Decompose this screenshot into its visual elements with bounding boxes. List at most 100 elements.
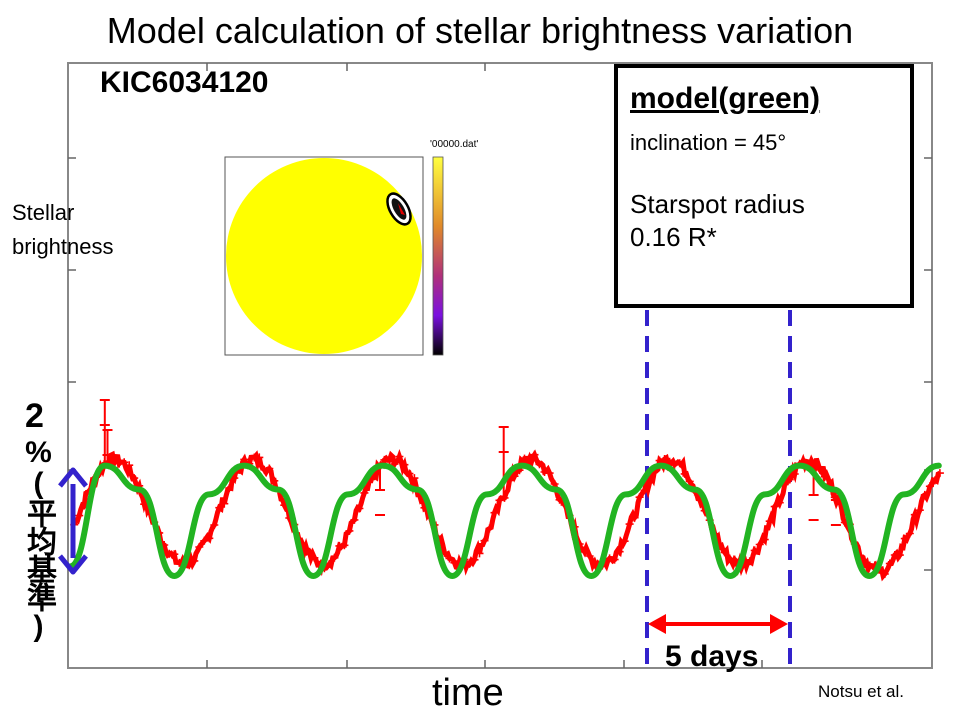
x-axis-ticks bbox=[206, 63, 763, 668]
observed-point bbox=[360, 488, 369, 497]
plot-frame bbox=[67, 62, 933, 669]
observed-point bbox=[195, 543, 204, 551]
observed-point bbox=[325, 559, 334, 568]
model-spot-label: Starspot radius bbox=[630, 189, 805, 219]
observed-point bbox=[465, 559, 474, 568]
observed-point bbox=[775, 498, 784, 507]
observed-point bbox=[915, 506, 924, 515]
observed-point bbox=[785, 475, 794, 484]
observed-point bbox=[790, 470, 799, 478]
observed-point bbox=[120, 458, 129, 467]
observed-point bbox=[720, 548, 729, 557]
observed-point bbox=[495, 496, 504, 505]
observed-point bbox=[525, 454, 534, 463]
observed-point bbox=[210, 521, 219, 529]
observed-point bbox=[115, 459, 124, 468]
observed-point bbox=[345, 526, 354, 535]
model-inclination: inclination = 45° bbox=[630, 130, 787, 155]
observed-point bbox=[395, 452, 404, 461]
inset-file-label: '00000.dat' bbox=[430, 139, 479, 150]
observed-point bbox=[400, 460, 409, 469]
observed-point bbox=[730, 555, 739, 564]
flare-spike bbox=[830, 492, 841, 526]
page-title: Model calculation of stellar brightness … bbox=[106, 10, 854, 51]
observed-point bbox=[645, 478, 654, 487]
observed-point bbox=[485, 524, 494, 533]
observed-point bbox=[305, 547, 314, 556]
observed-point bbox=[635, 493, 644, 502]
observed-point bbox=[355, 504, 364, 513]
observed-point bbox=[935, 469, 944, 478]
observed-point bbox=[445, 554, 454, 563]
model-legend-box: model(green) inclination = 45° Starspot … bbox=[614, 64, 914, 308]
observed-point bbox=[385, 456, 394, 465]
observed-point bbox=[190, 556, 199, 565]
credit: Notsu et al. bbox=[818, 682, 904, 701]
observed-point bbox=[615, 547, 624, 556]
observed-point bbox=[225, 484, 234, 493]
observed-point bbox=[535, 460, 544, 469]
observed-point bbox=[640, 486, 649, 495]
observed-point bbox=[670, 460, 679, 469]
observed-point bbox=[820, 472, 829, 481]
observed-point bbox=[410, 474, 419, 483]
period-label: 5 days bbox=[665, 640, 759, 673]
observed-point bbox=[510, 472, 519, 481]
series-line-model bbox=[67, 462, 942, 579]
observed-point bbox=[910, 510, 919, 519]
observed-point bbox=[330, 553, 339, 562]
observed-point bbox=[450, 558, 459, 567]
observed-point bbox=[310, 553, 319, 562]
flare-spike bbox=[102, 429, 113, 462]
observed-point bbox=[885, 559, 894, 568]
observed-point bbox=[725, 554, 734, 563]
observed-point bbox=[75, 511, 84, 520]
observed-point bbox=[545, 469, 554, 478]
observed-point bbox=[605, 554, 614, 563]
observed-light-curve bbox=[70, 399, 944, 582]
observed-point bbox=[270, 476, 279, 485]
flare-spike bbox=[375, 467, 385, 516]
observed-point bbox=[585, 552, 594, 560]
y-axis-label: Stellar brightness bbox=[12, 200, 114, 259]
observed-point bbox=[900, 534, 909, 543]
observed-point bbox=[685, 477, 694, 486]
starspot-umbra bbox=[398, 203, 405, 215]
observed-point bbox=[610, 555, 619, 564]
observed-point bbox=[480, 536, 489, 545]
observed-point bbox=[170, 550, 179, 559]
observed-point bbox=[370, 472, 379, 481]
observed-point bbox=[750, 546, 759, 555]
starspot-inset bbox=[224, 156, 444, 356]
observed-point bbox=[260, 465, 269, 474]
observed-point bbox=[215, 503, 224, 512]
observed-point bbox=[240, 455, 249, 464]
observed-point bbox=[755, 540, 764, 549]
observed-point bbox=[255, 453, 264, 462]
observed-point bbox=[660, 455, 669, 463]
model-legend-title: model(green) bbox=[630, 82, 821, 115]
star-disk bbox=[226, 158, 422, 354]
period-arrow bbox=[648, 614, 788, 634]
observed-point bbox=[490, 508, 499, 517]
star-id: KIC6034120 bbox=[100, 66, 269, 99]
observed-point bbox=[625, 520, 634, 529]
observed-point bbox=[590, 558, 599, 567]
amplitude-arrow bbox=[58, 467, 88, 575]
observed-point bbox=[405, 469, 414, 478]
observed-point bbox=[770, 502, 779, 511]
observed-point bbox=[905, 529, 914, 538]
observed-point bbox=[140, 500, 149, 509]
observed-point bbox=[680, 469, 689, 478]
observed-point bbox=[220, 499, 229, 508]
observed-point bbox=[895, 551, 904, 560]
observed-point bbox=[665, 457, 674, 466]
observed-point bbox=[205, 534, 214, 543]
observed-point bbox=[930, 476, 939, 485]
observed-point bbox=[925, 482, 934, 491]
observed-point bbox=[125, 461, 134, 470]
amplitude-note: %(平均基準) bbox=[22, 436, 55, 641]
observed-point bbox=[540, 468, 549, 476]
observed-point bbox=[230, 474, 239, 483]
